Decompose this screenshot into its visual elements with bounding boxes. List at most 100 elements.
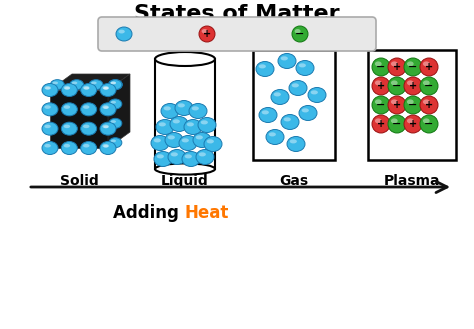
Text: +: +	[425, 100, 433, 110]
Text: −: −	[424, 119, 434, 129]
Ellipse shape	[281, 56, 288, 61]
Ellipse shape	[296, 61, 314, 75]
Ellipse shape	[289, 81, 307, 95]
Ellipse shape	[375, 80, 382, 85]
Ellipse shape	[116, 27, 132, 41]
Ellipse shape	[178, 103, 185, 108]
Ellipse shape	[423, 118, 429, 123]
Text: −: −	[424, 81, 434, 91]
Ellipse shape	[189, 104, 207, 118]
Ellipse shape	[199, 152, 206, 156]
Ellipse shape	[420, 58, 438, 76]
Text: +: +	[409, 81, 417, 91]
Ellipse shape	[388, 115, 406, 133]
Ellipse shape	[63, 85, 76, 95]
Ellipse shape	[182, 138, 189, 142]
Bar	[253, 50, 335, 160]
Ellipse shape	[103, 87, 109, 89]
Polygon shape	[50, 90, 108, 148]
Polygon shape	[50, 74, 130, 90]
Ellipse shape	[308, 88, 326, 103]
Ellipse shape	[45, 125, 51, 128]
Ellipse shape	[83, 125, 90, 128]
Text: Atom: Atom	[135, 28, 172, 40]
Ellipse shape	[187, 122, 194, 126]
Ellipse shape	[103, 87, 109, 89]
Ellipse shape	[70, 80, 84, 90]
Ellipse shape	[420, 96, 438, 114]
Ellipse shape	[287, 137, 305, 151]
Text: Adding: Adding	[113, 204, 185, 222]
Ellipse shape	[199, 26, 215, 42]
Ellipse shape	[185, 154, 192, 159]
Ellipse shape	[100, 103, 116, 116]
Ellipse shape	[45, 86, 51, 89]
Ellipse shape	[118, 30, 125, 34]
Ellipse shape	[102, 125, 109, 128]
Ellipse shape	[201, 29, 208, 34]
Ellipse shape	[81, 84, 97, 96]
Ellipse shape	[204, 137, 222, 151]
Ellipse shape	[278, 54, 296, 68]
Ellipse shape	[45, 105, 51, 109]
Ellipse shape	[43, 85, 57, 95]
Ellipse shape	[164, 106, 171, 111]
Ellipse shape	[290, 139, 297, 143]
Ellipse shape	[102, 86, 109, 89]
Ellipse shape	[281, 114, 299, 130]
Ellipse shape	[201, 120, 208, 124]
Ellipse shape	[84, 87, 90, 89]
Ellipse shape	[89, 80, 103, 90]
Text: −: −	[392, 119, 401, 129]
Ellipse shape	[61, 141, 77, 155]
Text: −: −	[376, 100, 386, 110]
Ellipse shape	[388, 58, 406, 76]
Ellipse shape	[420, 115, 438, 133]
Ellipse shape	[61, 84, 77, 96]
Ellipse shape	[207, 139, 214, 143]
Ellipse shape	[101, 143, 115, 153]
Ellipse shape	[295, 29, 301, 34]
Ellipse shape	[81, 122, 97, 135]
Ellipse shape	[191, 106, 199, 111]
Text: States of Matter: States of Matter	[134, 4, 340, 24]
Ellipse shape	[168, 135, 175, 139]
Ellipse shape	[404, 115, 422, 133]
Ellipse shape	[423, 80, 429, 85]
Ellipse shape	[103, 126, 109, 128]
Ellipse shape	[372, 115, 390, 133]
Ellipse shape	[262, 110, 269, 114]
Ellipse shape	[81, 103, 97, 116]
Ellipse shape	[45, 87, 51, 89]
Ellipse shape	[179, 136, 197, 150]
Ellipse shape	[72, 82, 77, 84]
Ellipse shape	[109, 99, 122, 109]
Ellipse shape	[266, 130, 284, 144]
Ellipse shape	[407, 62, 414, 66]
Ellipse shape	[111, 82, 116, 84]
Ellipse shape	[391, 62, 398, 66]
Ellipse shape	[101, 104, 115, 114]
FancyArrowPatch shape	[31, 182, 447, 192]
Text: +: +	[203, 29, 211, 39]
Ellipse shape	[299, 106, 317, 120]
Ellipse shape	[256, 62, 274, 77]
Ellipse shape	[198, 117, 216, 133]
Ellipse shape	[111, 120, 116, 123]
Text: −: −	[376, 62, 386, 72]
Ellipse shape	[423, 99, 429, 104]
Ellipse shape	[171, 152, 178, 156]
Ellipse shape	[154, 151, 172, 166]
Ellipse shape	[391, 118, 398, 123]
Ellipse shape	[407, 80, 414, 85]
Ellipse shape	[42, 84, 58, 96]
Ellipse shape	[151, 136, 169, 150]
Ellipse shape	[375, 118, 382, 123]
Ellipse shape	[83, 86, 90, 89]
Ellipse shape	[42, 122, 58, 135]
Ellipse shape	[407, 99, 414, 104]
Ellipse shape	[372, 96, 390, 114]
Ellipse shape	[100, 84, 116, 96]
Ellipse shape	[64, 105, 70, 109]
Ellipse shape	[101, 124, 115, 134]
